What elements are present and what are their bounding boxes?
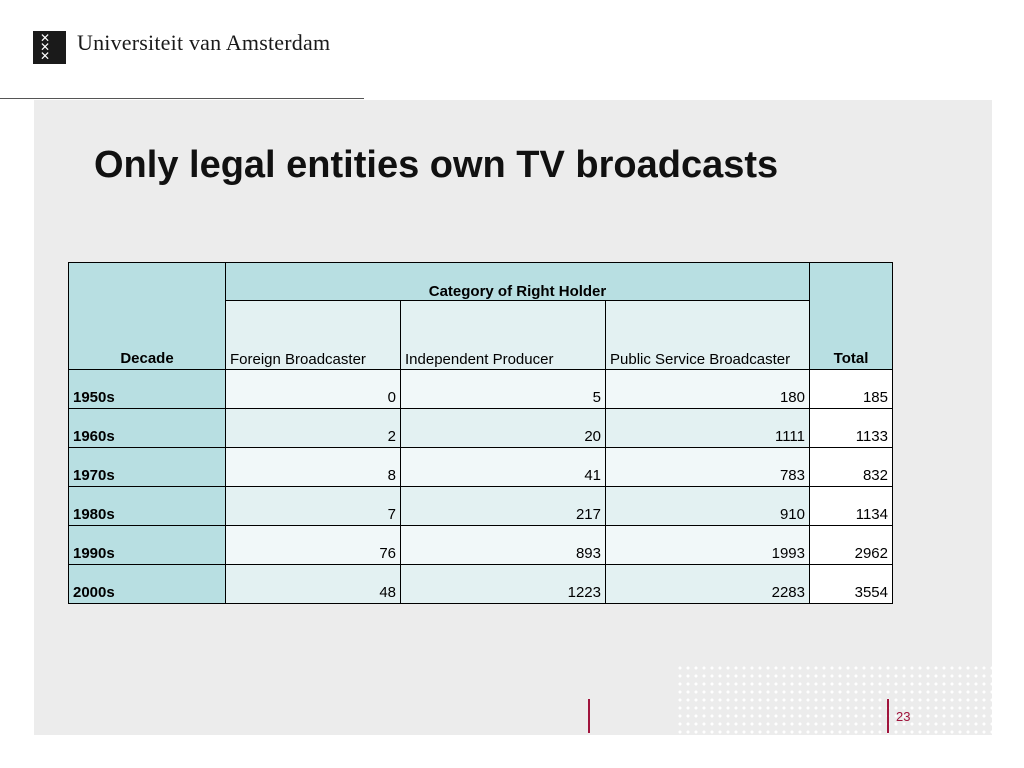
total-cell: 2962 bbox=[809, 525, 893, 565]
slide-title: Only legal entities own TV broadcasts bbox=[94, 144, 779, 186]
category-header: Category of Right Holder bbox=[225, 262, 810, 301]
table-row: 1950s 0 5 180 185 bbox=[68, 369, 893, 409]
public-cell: 2283 bbox=[605, 564, 810, 604]
footer-accent-bar bbox=[887, 699, 889, 733]
public-cell: 180 bbox=[605, 369, 810, 409]
foreign-cell: 76 bbox=[225, 525, 401, 565]
total-cell: 185 bbox=[809, 369, 893, 409]
uva-logo-icon: ✕ ✕ ✕ bbox=[33, 31, 66, 64]
total-cell: 1133 bbox=[809, 408, 893, 448]
table-row: 2000s 48 1223 2283 3554 bbox=[68, 564, 893, 604]
decade-cell: 1960s bbox=[68, 408, 226, 448]
total-cell: 1134 bbox=[809, 486, 893, 526]
independent-cell: 1223 bbox=[400, 564, 606, 604]
independent-cell: 217 bbox=[400, 486, 606, 526]
decade-cell: 1970s bbox=[68, 447, 226, 487]
foreign-cell: 2 bbox=[225, 408, 401, 448]
total-cell: 832 bbox=[809, 447, 893, 487]
header-divider bbox=[0, 98, 364, 99]
foreign-cell: 48 bbox=[225, 564, 401, 604]
public-service-broadcaster-header: Public Service Broadcaster bbox=[605, 300, 810, 370]
table-row: 1960s 2 20 1111 1133 bbox=[68, 408, 893, 448]
public-cell: 1111 bbox=[605, 408, 810, 448]
public-cell: 1993 bbox=[605, 525, 810, 565]
independent-cell: 20 bbox=[400, 408, 606, 448]
decade-cell: 1990s bbox=[68, 525, 226, 565]
table-row: 1980s 7 217 910 1134 bbox=[68, 486, 893, 526]
public-cell: 783 bbox=[605, 447, 810, 487]
independent-cell: 893 bbox=[400, 525, 606, 565]
university-name: Universiteit van Amsterdam bbox=[77, 30, 331, 55]
total-cell: 3554 bbox=[809, 564, 893, 604]
decade-header: Decade bbox=[68, 262, 226, 370]
foreign-cell: 8 bbox=[225, 447, 401, 487]
decade-cell: 1950s bbox=[68, 369, 226, 409]
decorative-dot-pattern bbox=[676, 664, 992, 735]
right-holder-table: Decade Category of Right Holder Total Fo… bbox=[68, 262, 893, 604]
table-row: 1990s 76 893 1993 2962 bbox=[68, 525, 893, 565]
table-row: 1970s 8 41 783 832 bbox=[68, 447, 893, 487]
total-header: Total bbox=[809, 262, 893, 370]
decade-cell: 2000s bbox=[68, 564, 226, 604]
footer-accent-bar bbox=[588, 699, 590, 733]
foreign-cell: 0 bbox=[225, 369, 401, 409]
public-cell: 910 bbox=[605, 486, 810, 526]
independent-cell: 41 bbox=[400, 447, 606, 487]
page-number: 23 bbox=[896, 709, 911, 724]
independent-cell: 5 bbox=[400, 369, 606, 409]
foreign-broadcaster-header: Foreign Broadcaster bbox=[225, 300, 401, 370]
independent-producer-header: Independent Producer bbox=[400, 300, 606, 370]
decade-cell: 1980s bbox=[68, 486, 226, 526]
foreign-cell: 7 bbox=[225, 486, 401, 526]
